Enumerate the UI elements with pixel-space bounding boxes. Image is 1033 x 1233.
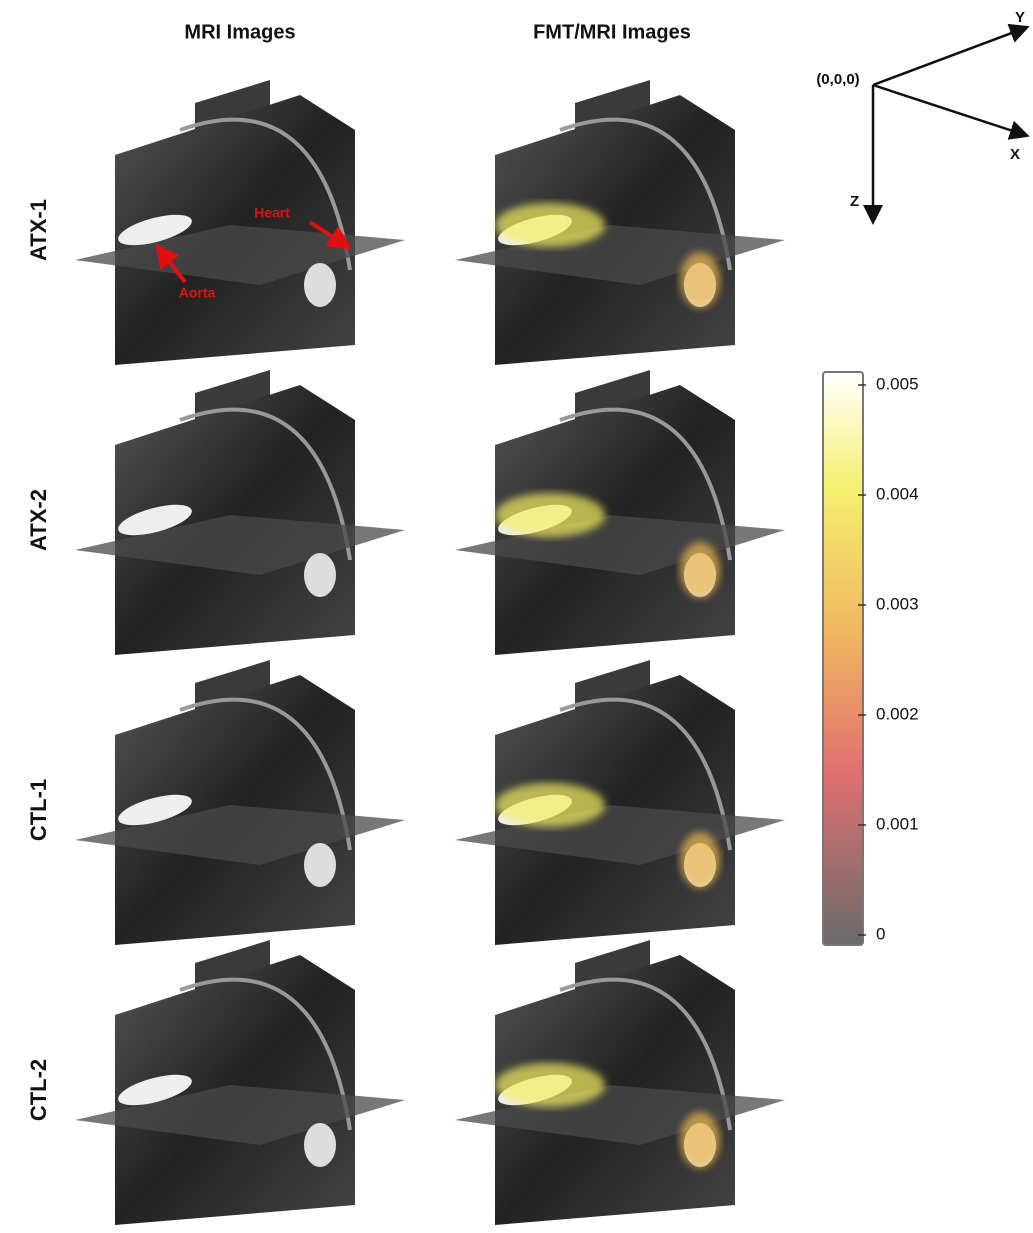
fluorescence: [495, 493, 605, 537]
colorbar-tick-label: 0: [876, 924, 885, 943]
row-label: CTL-2: [26, 1059, 51, 1121]
mri-volume: [455, 80, 785, 365]
mri-volume: [75, 80, 405, 365]
figure: MRI Images FMT/MRI Images (0,0,0) Y X Z …: [0, 0, 1033, 1233]
mri-volume: [75, 660, 405, 945]
fluorescence: [495, 783, 605, 827]
annotation: Aorta: [179, 285, 216, 301]
fluorescence: [680, 542, 720, 598]
annotation: Heart: [254, 205, 290, 221]
bright-region: [304, 553, 336, 597]
origin-label: (0,0,0): [816, 71, 859, 88]
bright-region: [304, 843, 336, 887]
fluorescence: [680, 832, 720, 888]
row-label: ATX-2: [26, 489, 51, 551]
row-label: ATX-1: [26, 199, 51, 261]
mri-volume: [75, 940, 405, 1225]
axis-label: Z: [850, 193, 859, 210]
colorbar-tick-label: 0.005: [876, 374, 919, 393]
mri-volume: [455, 940, 785, 1225]
column-header: FMT/MRI Images: [533, 21, 691, 43]
mri-volume: [455, 370, 785, 655]
mri-volume: [75, 370, 405, 655]
colorbar-tick-label: 0.001: [876, 814, 919, 833]
fluorescence: [495, 1063, 605, 1107]
fluorescence: [680, 252, 720, 308]
fluorescence: [495, 203, 605, 247]
axes-diagram: (0,0,0) Y X Z: [816, 9, 1025, 220]
bright-region: [304, 1123, 336, 1167]
mri-volume: [455, 660, 785, 945]
bright-region: [304, 263, 336, 307]
panels: [75, 80, 785, 1225]
colorbar-tick-label: 0.004: [876, 484, 919, 503]
colorbar-tick-label: 0.003: [876, 594, 919, 613]
axis-label: X: [1010, 146, 1020, 163]
column-header: MRI Images: [184, 21, 295, 43]
colorbar-ticks: 0.005 0.004 0.003 0.002 0.001 0: [858, 374, 919, 943]
colorbar: [823, 372, 863, 945]
row-label: CTL-1: [26, 779, 51, 841]
fluorescence: [680, 1112, 720, 1168]
axis-label: Y: [1015, 9, 1025, 26]
colorbar-tick-label: 0.002: [876, 704, 919, 723]
